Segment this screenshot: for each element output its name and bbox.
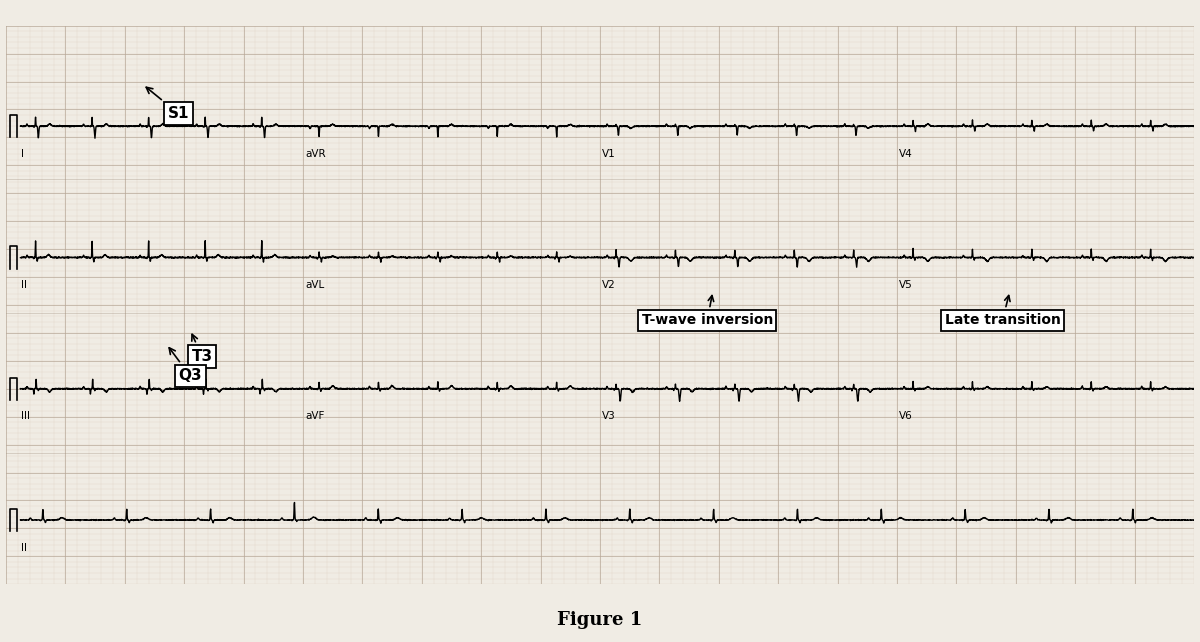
Text: T3: T3 <box>192 334 212 364</box>
Text: V1: V1 <box>602 149 616 159</box>
Text: V2: V2 <box>602 280 616 290</box>
Text: Late transition: Late transition <box>944 295 1061 327</box>
Text: S1: S1 <box>146 87 190 121</box>
Text: III: III <box>22 412 30 421</box>
Text: V4: V4 <box>899 149 913 159</box>
Text: aVR: aVR <box>305 149 326 159</box>
Text: Figure 1: Figure 1 <box>557 611 643 629</box>
Text: Q3: Q3 <box>169 348 202 383</box>
Text: T-wave inversion: T-wave inversion <box>642 295 773 327</box>
Text: I: I <box>22 149 24 159</box>
Text: V3: V3 <box>602 412 616 421</box>
Text: aVL: aVL <box>305 280 325 290</box>
Text: aVF: aVF <box>305 412 325 421</box>
Text: V5: V5 <box>899 280 913 290</box>
Text: V6: V6 <box>899 412 913 421</box>
Text: II: II <box>22 280 28 290</box>
Text: II: II <box>22 542 28 553</box>
